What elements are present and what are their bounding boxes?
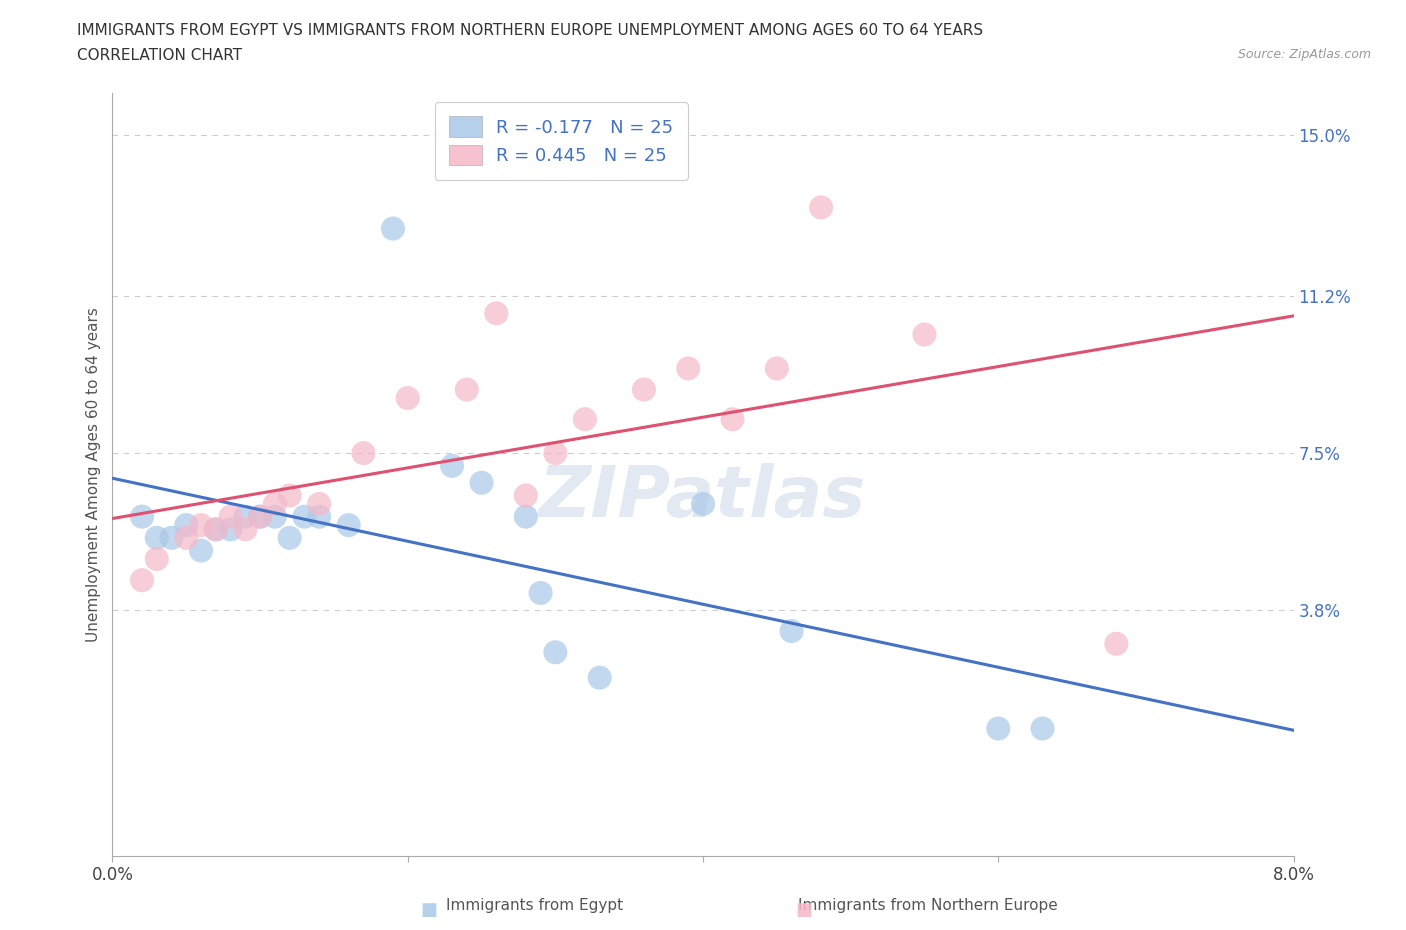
Point [233,522,256,537]
Point [278,488,301,503]
Point [1105,636,1128,651]
Point [678,361,700,376]
Legend: R = -0.177   N = 25, R = 0.445   N = 25: R = -0.177 N = 25, R = 0.445 N = 25 [434,102,688,179]
Point [544,644,567,659]
Point [544,445,567,460]
Point [146,530,169,545]
Point [190,518,212,533]
Text: Source: ZipAtlas.com: Source: ZipAtlas.com [1237,48,1371,61]
Point [146,551,169,566]
Text: Immigrants from Northern Europe: Immigrants from Northern Europe [799,898,1057,913]
Point [574,412,596,427]
Point [352,445,374,460]
Point [721,412,744,427]
Point [131,573,153,588]
Point [174,518,197,533]
Point [471,475,494,490]
Text: ZIPatlas: ZIPatlas [540,463,866,532]
Point [205,522,228,537]
Text: ■: ■ [796,900,813,919]
Point [174,530,197,545]
Point [308,510,330,525]
Point [249,510,271,525]
Text: CORRELATION CHART: CORRELATION CHART [77,48,242,63]
Y-axis label: Unemployment Among Ages 60 to 64 years: Unemployment Among Ages 60 to 64 years [86,307,101,642]
Point [485,306,508,321]
Point [205,522,228,537]
Point [219,510,242,525]
Point [987,721,1010,736]
Point [382,221,405,236]
Point [633,382,655,397]
Point [131,510,153,525]
Text: IMMIGRANTS FROM EGYPT VS IMMIGRANTS FROM NORTHERN EUROPE UNEMPLOYMENT AMONG AGES: IMMIGRANTS FROM EGYPT VS IMMIGRANTS FROM… [77,23,983,38]
Point [396,391,419,405]
Point [692,497,714,512]
Text: ■: ■ [420,900,437,919]
Point [1032,721,1054,736]
Point [914,327,936,342]
Point [515,510,537,525]
Point [529,586,551,601]
Point [233,510,256,525]
Point [515,488,537,503]
Point [810,200,832,215]
Point [292,510,315,525]
Point [278,530,301,545]
Point [441,458,464,473]
Point [264,510,287,525]
Point [780,624,803,639]
Point [337,518,360,533]
Point [190,543,212,558]
Point [456,382,478,397]
Point [219,522,242,537]
Point [264,497,287,512]
Point [160,530,183,545]
Point [249,510,271,525]
Point [765,361,787,376]
Point [588,671,610,685]
Point [308,497,330,512]
Text: Immigrants from Egypt: Immigrants from Egypt [446,898,623,913]
